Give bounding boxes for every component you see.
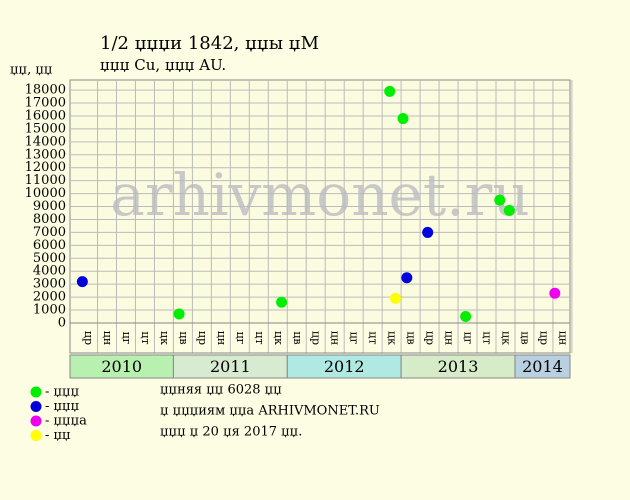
y-tick-label: 0 [58,316,66,331]
chart-title: 1/2 џџџи 1842, џџы џМ [100,33,319,54]
x-tick-label: цк [386,331,399,345]
x-tick-label: цн [443,331,456,345]
x-tick-label: цв [177,331,190,344]
legend-marker [30,386,42,398]
y-tick-label: 18000 [25,83,66,98]
legend-label: - џџ [45,428,71,443]
y-tick-label: 11000 [25,173,66,188]
point [401,272,413,284]
category-strip [69,322,571,354]
y-tick-label: 14000 [25,134,66,149]
x-tick-label: цг [348,332,361,345]
year-label: 2014 [522,357,563,376]
x-tick-label: цт [481,331,494,344]
point [384,85,396,97]
y-tick-label: 12000 [25,160,66,175]
point [276,296,288,308]
y-tick-label: 17000 [25,96,66,111]
x-tick-label: цк [272,331,285,345]
note: џџџ џ 20 џя 2017 џџ. [160,425,302,440]
x-tick-label: цг [462,332,475,345]
x-tick-label: цн [329,331,342,345]
y-tick-label: 9000 [33,199,66,214]
plot-area [69,79,571,324]
x-tick-label: цв [405,331,418,344]
x-tick-label: цк [158,331,171,345]
x-tick-label: цр [537,331,550,345]
y-tick-label: 16000 [25,108,66,123]
point [503,204,515,216]
x-tick-label: цг [234,332,247,345]
y-tick-label: 2000 [33,290,66,305]
point [494,194,506,206]
year-label: 2013 [438,357,479,376]
point [549,287,561,299]
note: џ џџџиям џџа ARHIVMONET.RU [160,404,380,419]
y-tick-label: 8000 [33,212,66,227]
x-tick-label: цн [101,331,114,345]
legend-label: - џџџ [45,399,80,414]
point [76,276,88,288]
point [460,311,472,323]
y-tick-label: 5000 [33,251,66,266]
note: џџняя џџ 6028 џџ [160,383,282,398]
legend-marker [30,401,42,412]
x-tick-label: цр [424,331,437,345]
y-tick-label: 13000 [25,147,66,162]
y-tick-label: 7000 [33,225,66,240]
x-tick-label: цк [499,331,512,345]
y-tick-label: 6000 [33,238,66,253]
legend-marker [30,415,42,427]
point [397,113,409,125]
x-tick-label: цр [82,331,95,345]
x-tick-label: цр [310,331,323,345]
point [173,308,185,320]
year-band [514,354,571,379]
x-tick-label: цт [253,331,266,344]
point [389,292,401,304]
y-tick-label: 15000 [25,121,66,136]
x-tick-label: цр [196,331,209,345]
year-label: 2010 [101,357,142,376]
y-tick-label: 3000 [33,277,66,292]
x-tick-label: цв [291,331,304,344]
y-tick-label: 10000 [25,186,66,201]
x-tick-label: цг [120,332,133,345]
x-tick-label: цт [139,331,152,344]
year-label: 2011 [210,357,251,376]
legend-marker [30,430,42,441]
watermark: arhivmonet.ru [110,161,529,229]
legend-label: - џџџ [45,385,80,400]
x-tick-label: цн [215,331,228,345]
point [422,226,434,238]
y-axis-label: џџ, џџ [10,63,53,78]
chart-subtitle: џџџ Cu, џџџ AU. [100,56,226,74]
x-tick-label: цн [556,331,569,345]
x-tick-label: цв [518,331,531,344]
legend-label: - џџџа [45,414,87,429]
year-label: 2012 [324,357,365,376]
y-tick-label: 4000 [33,264,66,279]
x-tick-label: цт [367,331,380,344]
y-tick-label: 1000 [33,303,66,318]
